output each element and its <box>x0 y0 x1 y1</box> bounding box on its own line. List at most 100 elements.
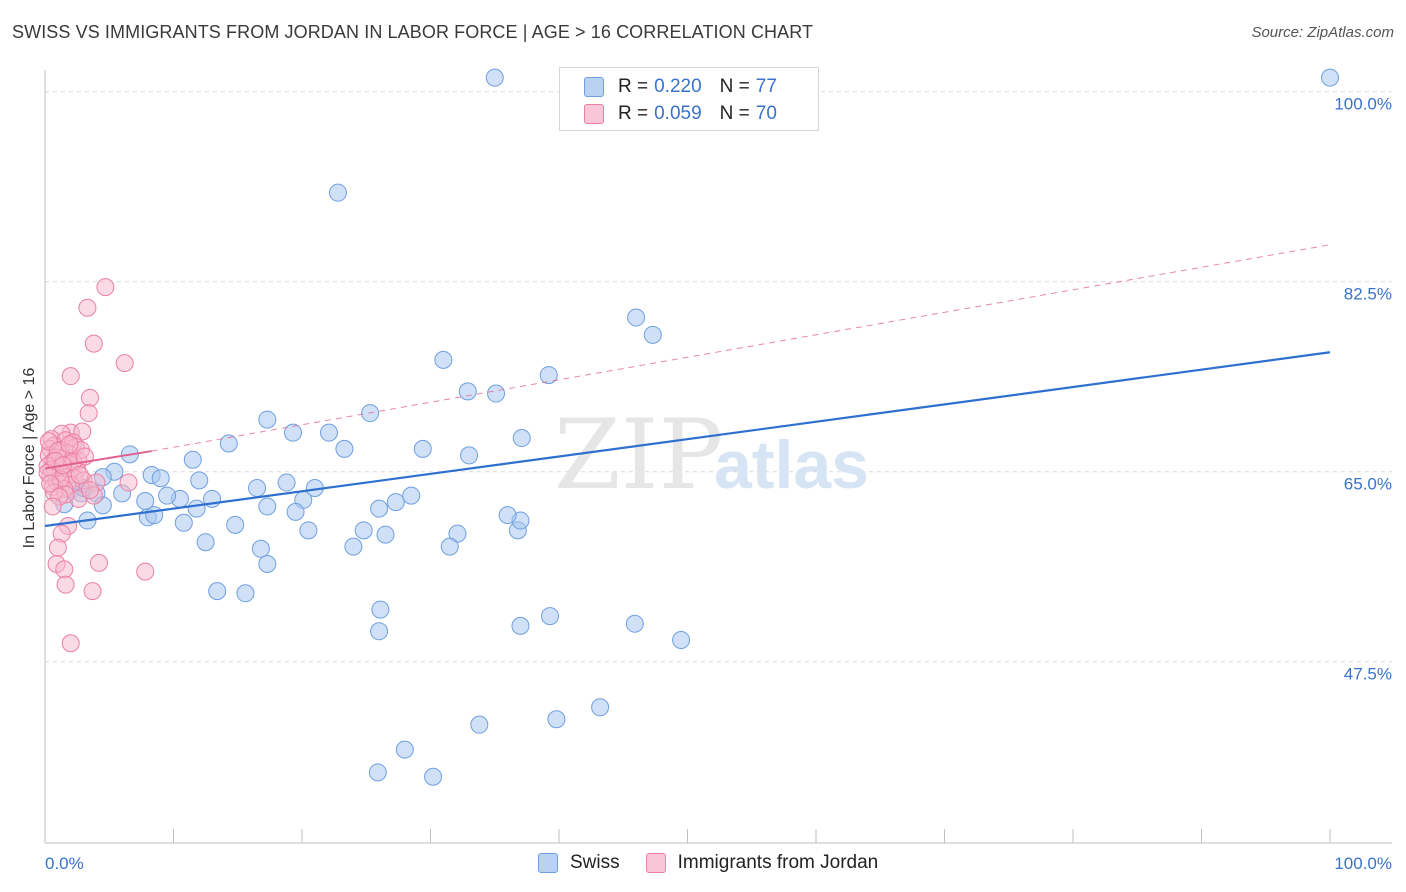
swiss-point <box>376 525 395 544</box>
swiss-point <box>258 497 277 516</box>
scatter-points <box>38 68 1339 786</box>
swiss-point <box>158 486 177 505</box>
swiss-point <box>395 740 414 759</box>
swiss-point <box>183 450 202 469</box>
swiss-point <box>219 434 238 453</box>
legend-item-swiss[interactable]: Swiss <box>538 852 620 874</box>
swiss-point <box>539 366 558 385</box>
swiss-point <box>547 710 566 729</box>
legend-r-label: R = <box>618 103 649 124</box>
jordan-point <box>80 388 99 407</box>
swiss-point <box>643 325 662 344</box>
legend-r-label: R = <box>618 76 649 97</box>
swiss-point <box>402 486 421 505</box>
jordan-trend-line <box>44 450 152 470</box>
watermark-zip: ZIP <box>554 399 723 511</box>
swiss-point <box>458 382 477 401</box>
x-tick-label-min: 0.0% <box>45 854 84 873</box>
swiss-point <box>487 384 506 403</box>
swiss-point <box>413 439 432 458</box>
legend-n-label: N = <box>719 76 750 97</box>
legend-label-swiss: Swiss <box>570 852 620 873</box>
swiss-point <box>187 499 206 518</box>
legend-r-value: 0.220 <box>654 76 702 97</box>
swiss-point <box>196 533 215 552</box>
swiss-point <box>335 439 354 458</box>
swiss-point <box>145 506 164 525</box>
swiss-point <box>1321 68 1339 87</box>
swiss-point <box>226 515 245 534</box>
swiss-point <box>440 537 459 556</box>
swiss-point <box>277 473 296 492</box>
swiss-swatch-icon <box>584 77 604 97</box>
swiss-point <box>541 607 560 626</box>
legend-item-jordan[interactable]: Immigrants from Jordan <box>645 852 879 874</box>
jordan-point <box>83 582 102 601</box>
jordan-point <box>115 354 134 373</box>
swiss-point <box>174 513 193 532</box>
swiss-point <box>368 763 387 782</box>
swiss-point <box>424 767 443 786</box>
legend-label-jordan: Immigrants from Jordan <box>677 852 879 873</box>
source-credit: Source: ZipAtlas.com <box>1251 24 1394 41</box>
jordan-point <box>136 562 155 581</box>
swiss-point <box>485 68 504 87</box>
swiss-point <box>511 616 530 635</box>
y-tick-label: 82.5% <box>1344 285 1392 304</box>
swiss-point <box>591 698 610 717</box>
swiss-point <box>258 554 277 573</box>
jordan-point <box>80 481 99 500</box>
jordan-point <box>48 538 67 557</box>
jordan-point <box>61 634 80 653</box>
correlation-legend: R = 0.220 N = 77 R = 0.059 N = 70 <box>559 67 819 131</box>
legend-r-value: 0.059 <box>654 103 702 124</box>
x-tick-label-max: 100.0% <box>1334 854 1392 873</box>
series-legend: Swiss Immigrants from Jordan <box>538 852 904 874</box>
jordan-point <box>79 404 98 423</box>
watermark: ZIP atlas <box>554 399 869 511</box>
swiss-point <box>236 584 255 603</box>
legend-row-swiss: R = 0.220 N = 77 <box>584 75 777 99</box>
swiss-point <box>470 715 489 734</box>
swiss-point <box>460 446 479 465</box>
swiss-point <box>299 521 318 540</box>
y-axis-label: In Labor Force | Age > 16 <box>21 368 38 549</box>
jordan-point <box>119 473 138 492</box>
jordan-point <box>43 497 62 516</box>
swiss-point <box>386 493 405 512</box>
swiss-point <box>371 600 390 619</box>
legend-n-label: N = <box>719 103 750 124</box>
swiss-point <box>434 350 453 369</box>
swiss-point <box>190 471 209 490</box>
y-tick-label: 47.5% <box>1344 665 1392 684</box>
swiss-point <box>151 469 170 488</box>
jordan-trend-extended <box>151 244 1331 452</box>
watermark-atlas: atlas <box>714 427 869 503</box>
jordan-point <box>89 553 108 572</box>
swiss-point <box>319 423 338 442</box>
swiss-point <box>354 521 373 540</box>
gridlines <box>45 91 1392 663</box>
legend-n-value: 70 <box>755 103 777 124</box>
swiss-point <box>286 502 305 521</box>
swiss-point <box>370 499 389 518</box>
jordan-point <box>70 465 89 484</box>
swiss-point <box>512 429 531 448</box>
swiss-point <box>498 506 517 525</box>
jordan-point <box>84 334 103 353</box>
tick-labels: 47.5% 65.0% 82.5% 100.0% 0.0% 100.0% <box>45 95 1392 873</box>
jordan-point <box>60 435 79 454</box>
swiss-point <box>625 614 644 633</box>
jordan-point <box>96 278 115 297</box>
y-tick-label: 100.0% <box>1334 95 1392 114</box>
jordan-point <box>61 367 80 386</box>
jordan-point <box>56 575 75 594</box>
trend-lines <box>44 244 1331 528</box>
chart-title: SWISS VS IMMIGRANTS FROM JORDAN IN LABOR… <box>12 22 814 42</box>
jordan-point <box>41 474 60 493</box>
swiss-point <box>208 582 227 601</box>
swiss-point <box>627 308 646 327</box>
jordan-swatch-icon <box>645 853 666 873</box>
swiss-swatch-icon <box>538 853 558 873</box>
